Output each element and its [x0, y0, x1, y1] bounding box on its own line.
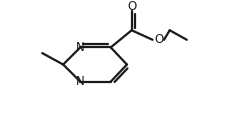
Text: N: N: [76, 41, 85, 54]
Text: O: O: [154, 33, 164, 46]
Text: N: N: [76, 75, 85, 88]
Text: O: O: [127, 0, 136, 13]
